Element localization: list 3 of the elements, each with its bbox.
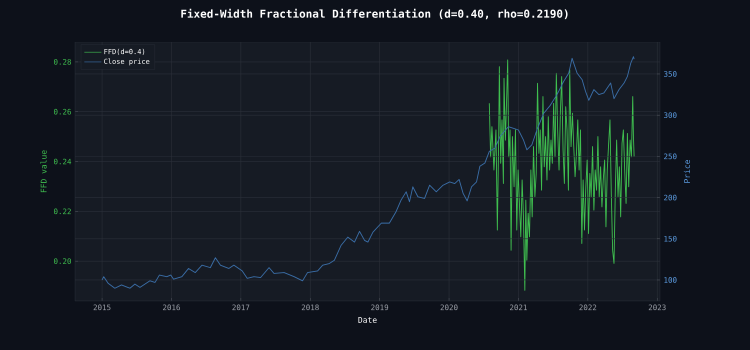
line-series [102, 56, 635, 289]
chart-title: Fixed-Width Fractional Differentiation (d=0.40, rho=0.2190) [181, 8, 568, 20]
line-series [488, 59, 635, 291]
